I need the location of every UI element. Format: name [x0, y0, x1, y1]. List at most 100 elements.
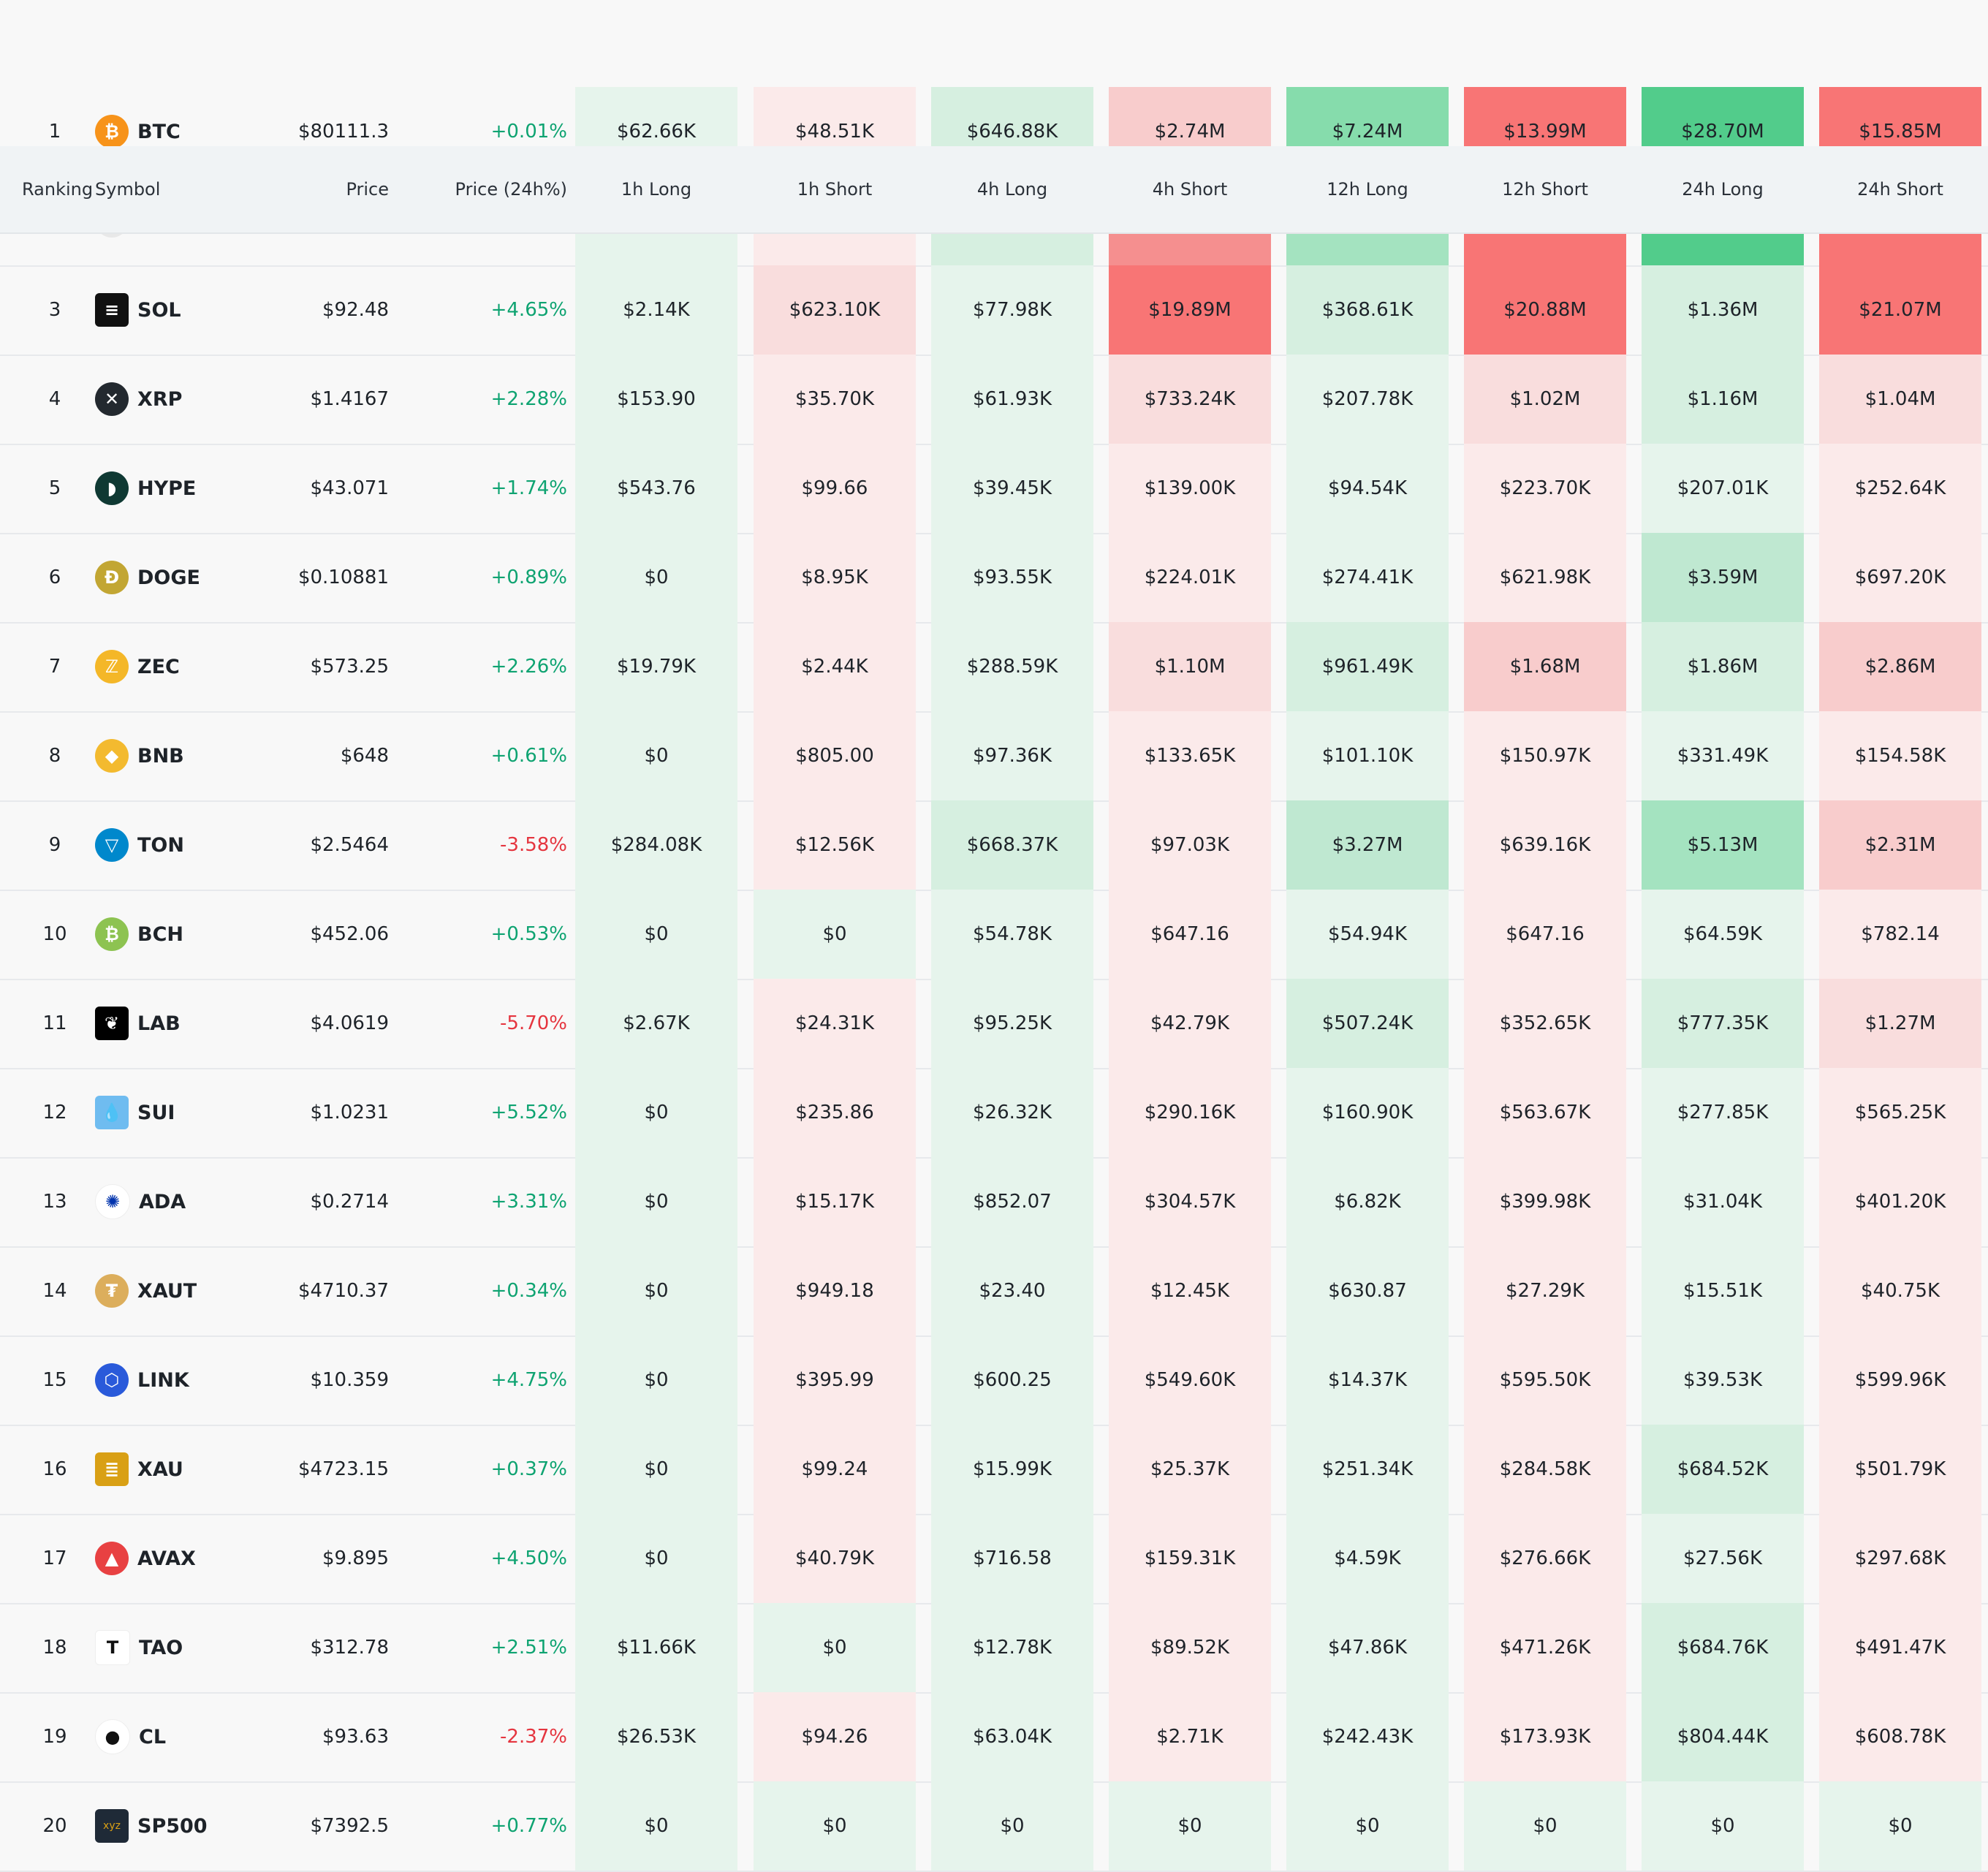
liq-cell-4h-short: $139.00K: [1109, 444, 1271, 533]
lab-icon: ❦: [95, 1007, 129, 1040]
header-price-change[interactable]: Price (24h%): [455, 179, 567, 200]
symbol-cell[interactable]: ℤ ZEC: [95, 622, 270, 711]
liq-cell-24h-long: $804.44K: [1642, 1692, 1804, 1781]
tether-gold-icon: ₮: [95, 1274, 129, 1308]
symbol-cell[interactable]: Ð DOGE: [95, 533, 270, 622]
table-row[interactable]: $0 $949.18 $23.40 $12.45K $630.87 $27.29K $15.…: [0, 1246, 1988, 1337]
liq-cell-12h-short: $647.16: [1464, 890, 1626, 979]
symbol-cell[interactable]: ◆ BNB: [95, 711, 270, 800]
liq-cell-4h-long: $600.25: [931, 1335, 1093, 1425]
symbol-cell[interactable]: ≣ XAU: [95, 1425, 270, 1514]
table-row[interactable]: $0 $40.79K $716.58 $159.31K $4.59K $276.66K $2…: [0, 1514, 1988, 1604]
price-change: +2.26%: [490, 656, 567, 678]
table-row[interactable]: $153.90 $35.70K $61.93K $733.24K $207.78K $1.…: [0, 355, 1988, 445]
table-row[interactable]: $0 $99.24 $15.99K $25.37K $251.34K $284.58K $6…: [0, 1425, 1988, 1515]
symbol-cell[interactable]: ₿ BTC: [95, 87, 270, 176]
symbol-label: ADA: [139, 1190, 186, 1213]
liq-cell-4h-short: $89.52K: [1109, 1603, 1271, 1692]
liq-cell-24h-short: $297.68K: [1819, 1514, 1981, 1603]
symbol-label: TAO: [139, 1636, 183, 1659]
symbol-cell[interactable]: ▲ AVAX: [95, 1514, 270, 1603]
liq-cell-1h-short: $24.31K: [754, 979, 916, 1068]
symbol-cell[interactable]: ✕ XRP: [95, 355, 270, 444]
liq-cell-24h-short: $252.64K: [1819, 444, 1981, 533]
liq-cell-24h-long: $31.04K: [1642, 1157, 1804, 1246]
symbol-cell[interactable]: ◗ HYPE: [95, 444, 270, 533]
table-row[interactable]: $19.79K $2.44K $288.59K $1.10M $961.49K $1.68…: [0, 622, 1988, 713]
price-change: +4.50%: [490, 1547, 567, 1569]
symbol-cell[interactable]: ✺ ADA: [95, 1157, 270, 1246]
liq-cell-1h-short: $40.79K: [754, 1514, 916, 1603]
liq-cell-1h-long: $26.53K: [575, 1692, 737, 1781]
header-1h-short[interactable]: 1h Short: [797, 179, 873, 200]
table-row[interactable]: $11.66K $0 $12.78K $89.52K $47.86K $471.26K $6…: [0, 1603, 1988, 1694]
liq-cell-12h-short: $639.16K: [1464, 800, 1626, 890]
liq-cell-1h-long: $0: [575, 1157, 737, 1246]
header-12h-long[interactable]: 12h Long: [1327, 179, 1408, 200]
symbol-cell[interactable]: ❦ LAB: [95, 979, 270, 1068]
liq-cell-12h-long: $961.49K: [1286, 622, 1449, 711]
liq-cell-12h-short: $399.98K: [1464, 1157, 1626, 1246]
header-4h-short[interactable]: 4h Short: [1152, 179, 1228, 200]
liq-cell-12h-short: $563.67K: [1464, 1068, 1626, 1157]
liq-cell-4h-long: $39.45K: [931, 444, 1093, 533]
header-24h-short[interactable]: 24h Short: [1857, 179, 1943, 200]
table-row[interactable]: $0 $395.99 $600.25 $549.60K $14.37K $595.50K $…: [0, 1335, 1988, 1426]
symbol-label: BCH: [137, 922, 183, 946]
price: $9.895: [322, 1547, 389, 1569]
liq-cell-12h-short: $471.26K: [1464, 1603, 1626, 1692]
table-row[interactable]: $0 $8.95K $93.55K $224.01K $274.41K $621.98K $…: [0, 533, 1988, 624]
header-12h-short[interactable]: 12h Short: [1502, 179, 1588, 200]
header-price[interactable]: Price: [346, 179, 389, 200]
table-row[interactable]: $0 $805.00 $97.36K $133.65K $101.10K $150.97K…: [0, 711, 1988, 802]
table-row[interactable]: $543.76 $99.66 $39.45K $139.00K $94.54K $223.…: [0, 444, 1988, 534]
table-row[interactable]: $2.67K $24.31K $95.25K $42.79K $507.24K $352.…: [0, 979, 1988, 1069]
liq-cell-12h-short: $150.97K: [1464, 711, 1626, 800]
symbol-cell[interactable]: ₿ BCH: [95, 890, 270, 979]
liq-cell-4h-short: $133.65K: [1109, 711, 1271, 800]
liq-cell-4h-long: $716.58: [931, 1514, 1093, 1603]
table-row[interactable]: $26.53K $94.26 $63.04K $2.71K $242.43K $173.9…: [0, 1692, 1988, 1783]
header-24h-long[interactable]: 24h Long: [1682, 179, 1764, 200]
symbol-label: SUI: [137, 1101, 175, 1124]
price: $93.63: [322, 1726, 389, 1748]
liq-cell-1h-long: $2.14K: [575, 265, 737, 355]
symbol-cell[interactable]: xyz SP500: [95, 1781, 270, 1871]
liq-cell-4h-long: $77.98K: [931, 265, 1093, 355]
liq-cell-1h-short: $395.99: [754, 1335, 916, 1425]
rank: 6: [48, 566, 61, 588]
liq-cell-1h-short: $623.10K: [754, 265, 916, 355]
price: $312.78: [310, 1637, 389, 1659]
symbol-cell[interactable]: ≡ SOL: [95, 265, 270, 355]
bnb-icon: ◆: [95, 739, 129, 773]
table-row[interactable]: $2.14K $623.10K $77.98K $19.89M $368.61K $20.…: [0, 265, 1988, 356]
header-symbol[interactable]: Symbol: [95, 179, 161, 200]
header-4h-long[interactable]: 4h Long: [976, 179, 1048, 200]
liq-cell-24h-short: $782.14: [1819, 890, 1981, 979]
symbol-cell[interactable]: ₮ XAUT: [95, 1246, 270, 1335]
liq-cell-12h-short: $276.66K: [1464, 1514, 1626, 1603]
sui-icon: 💧: [95, 1096, 129, 1129]
liq-cell-24h-long: $27.56K: [1642, 1514, 1804, 1603]
symbol-cell[interactable]: ⬡ LINK: [95, 1335, 270, 1425]
table-row[interactable]: $0 $0 $54.78K $647.16 $54.94K $647.16 $64.59K $…: [0, 890, 1988, 980]
liq-cell-24h-long: $64.59K: [1642, 890, 1804, 979]
table-row[interactable]: $0 $235.86 $26.32K $290.16K $160.90K $563.67K…: [0, 1068, 1988, 1159]
symbol-cell[interactable]: ● CL: [95, 1692, 270, 1781]
liq-cell-4h-short: $42.79K: [1109, 979, 1271, 1068]
table-row[interactable]: $62.66K $48.51K $646.88K $2.74M $7.24M $13.99…: [0, 87, 1988, 178]
symbol-cell[interactable]: T TAO: [95, 1603, 270, 1692]
symbol-label: CL: [139, 1725, 167, 1748]
symbol-cell[interactable]: ▽ TON: [95, 800, 270, 890]
symbol-cell[interactable]: 💧 SUI: [95, 1068, 270, 1157]
header-1h-long[interactable]: 1h Long: [621, 179, 692, 200]
liq-cell-1h-short: $0: [754, 890, 916, 979]
liq-cell-12h-long: $94.54K: [1286, 444, 1449, 533]
table-row[interactable]: $284.08K $12.56K $668.37K $97.03K $3.27M $639…: [0, 800, 1988, 891]
liq-cell-24h-long: $777.35K: [1642, 979, 1804, 1068]
liq-cell-12h-short: $1.02M: [1464, 355, 1626, 444]
table-row[interactable]: $0 $15.17K $852.07 $304.57K $6.82K $399.98K $3…: [0, 1157, 1988, 1248]
table-row[interactable]: $0 $0 $0 $0 $0 $0 $0 $0 20 xyz SP500 $7392.5 +0.77%: [0, 1781, 1988, 1872]
header-ranking[interactable]: Ranking: [22, 179, 94, 200]
chainlink-icon: ⬡: [95, 1363, 129, 1397]
